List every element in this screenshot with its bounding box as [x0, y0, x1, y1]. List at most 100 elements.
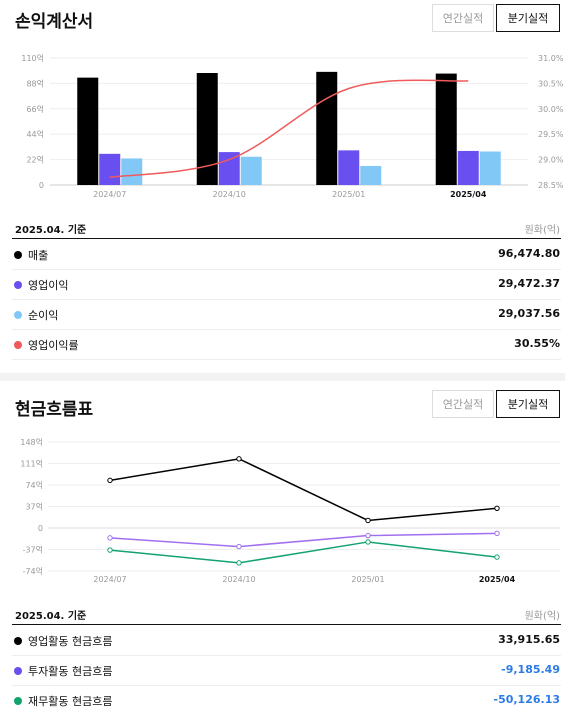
x-tick-label: 2025/04 — [479, 575, 516, 584]
y-tick-label: -74억 — [23, 566, 43, 576]
cashflow-row-operating: 영업활동 현금흐름 33,915.65 — [12, 626, 561, 656]
data-point — [494, 554, 500, 560]
bar — [316, 71, 338, 185]
x-tick-label: 2024/07 — [93, 575, 126, 584]
y-tick-label-right: 29.0% — [538, 156, 564, 165]
income-chart: 110억 88억 66억 44억 22억 0 31.0% 30.5% 30.0% 29.5% 29.… — [21, 53, 564, 199]
bar — [240, 156, 262, 185]
income-row-operating-margin: 영업이익률 30.55% — [12, 330, 561, 360]
y-tick-label-left: 66억 — [26, 104, 44, 114]
x-tick-label: 2025/04 — [450, 190, 487, 199]
cashflow-section: 현금흐름표 연간실적 분기실적 148억 111억 74억 37억 0 -37억 -74억 2… — [0, 381, 565, 711]
y-tick-label-right: 30.5% — [538, 79, 564, 88]
data-point — [236, 456, 242, 462]
y-tick-label: -37억 — [23, 545, 43, 555]
income-title: 손익계산서 — [15, 12, 94, 32]
row-value: 29,037.56 — [498, 307, 560, 320]
income-row-revenue: 매출 96,474.80 — [12, 240, 561, 270]
operating-profit-legend-dot — [14, 281, 22, 289]
y-tick-label-right: 29.5% — [538, 130, 564, 139]
bar — [196, 73, 218, 185]
income-basis-date: 2025.04. 기준 — [15, 225, 87, 236]
bar — [360, 165, 382, 185]
cashflow-row-investing: 투자활동 현금흐름 -9,185.49 — [12, 656, 561, 686]
row-label: 투자활동 현금흐름 — [28, 665, 113, 678]
y-tick-label-right: 30.0% — [538, 105, 564, 114]
row-value: 29,472.37 — [498, 277, 560, 290]
data-point — [107, 477, 113, 484]
income-table-rule — [12, 238, 561, 239]
y-tick-label-left: 22억 — [26, 155, 44, 165]
cashflow-unit: 원화(억) — [524, 611, 560, 622]
cashflow-quarterly-toggle[interactable]: 분기실적 — [496, 390, 560, 418]
row-value: 30.55% — [514, 337, 560, 350]
income-statement-section: 손익계산서 연간실적 분기실적 110억 88억 66억 44억 22억 0 31.0% 30… — [12, 4, 564, 360]
margin-line — [109, 79, 469, 179]
y-tick-label: 148억 — [20, 437, 43, 447]
financing-cf-legend-dot — [14, 697, 22, 705]
net-income-legend-dot — [14, 311, 22, 319]
row-value: 96,474.80 — [498, 247, 560, 260]
x-tick-label: 2024/07 — [93, 190, 126, 199]
data-point — [494, 505, 500, 512]
data-point — [107, 535, 113, 541]
y-tick-label: 74억 — [25, 480, 43, 490]
y-tick-label: 37억 — [25, 502, 43, 512]
row-label: 순이익 — [28, 309, 59, 322]
operating-margin-legend-dot — [14, 341, 22, 349]
income-annual-toggle[interactable]: 연간실적 — [432, 4, 494, 32]
bar — [99, 153, 121, 185]
bar — [338, 150, 360, 185]
data-point — [365, 539, 371, 545]
row-label: 영업이익률 — [28, 339, 79, 352]
bar — [435, 73, 457, 185]
row-label: 영업활동 현금흐름 — [28, 635, 113, 648]
income-unit: 원화(억) — [524, 225, 560, 236]
cashflow-chart: 148억 111억 74억 37억 0 -37억 -74억 2024/07 2024/10 202… — [20, 437, 560, 584]
y-tick-label-left: 0 — [39, 181, 44, 190]
cashflow-title: 현금흐름표 — [15, 400, 94, 420]
data-point — [365, 532, 371, 539]
investing-cf-legend-dot — [14, 667, 22, 675]
data-point — [494, 530, 500, 537]
y-tick-label-left: 88억 — [26, 78, 44, 88]
cashflow-line — [109, 532, 498, 548]
cashflow-basis-date: 2025.04. 기준 — [15, 611, 87, 622]
row-value: -9,185.49 — [501, 663, 560, 676]
cashflow-line — [109, 458, 498, 522]
cashflow-table-rule — [12, 624, 561, 625]
y-tick-label: 0 — [38, 524, 43, 533]
row-label: 재무활동 현금흐름 — [28, 695, 113, 708]
operating-cf-legend-dot — [14, 637, 22, 645]
y-tick-label-right: 28.5% — [538, 181, 564, 190]
bar — [218, 152, 240, 185]
cashflow-line — [109, 541, 498, 564]
bar — [121, 158, 143, 185]
bar — [77, 77, 99, 185]
data-point — [107, 547, 113, 553]
x-tick-label: 2024/10 — [222, 575, 255, 584]
row-value: -50,126.13 — [493, 693, 561, 706]
x-tick-label: 2024/10 — [213, 190, 246, 199]
data-point — [236, 543, 242, 550]
y-tick-label: 111억 — [20, 459, 43, 469]
data-point — [236, 560, 242, 566]
row-label: 영업이익 — [28, 279, 69, 292]
y-tick-label-right: 31.0% — [538, 54, 564, 63]
row-label: 매출 — [28, 249, 49, 262]
cashflow-row-financing: 재무활동 현금흐름 -50,126.13 — [12, 686, 561, 716]
bar — [479, 151, 501, 185]
income-row-net-income: 순이익 29,037.56 — [12, 300, 561, 330]
revenue-legend-dot — [14, 251, 22, 259]
section-divider — [0, 373, 565, 381]
y-tick-label-left: 110억 — [21, 53, 44, 63]
cashflow-annual-toggle[interactable]: 연간실적 — [432, 390, 494, 418]
row-value: 33,915.65 — [498, 633, 560, 646]
data-point — [365, 517, 371, 524]
x-tick-label: 2025/01 — [332, 190, 365, 199]
x-tick-label: 2025/01 — [351, 575, 384, 584]
y-tick-label-left: 44억 — [26, 129, 44, 139]
income-row-operating-profit: 영업이익 29,472.37 — [12, 270, 561, 300]
bar — [457, 150, 479, 185]
income-quarterly-toggle[interactable]: 분기실적 — [496, 4, 560, 32]
